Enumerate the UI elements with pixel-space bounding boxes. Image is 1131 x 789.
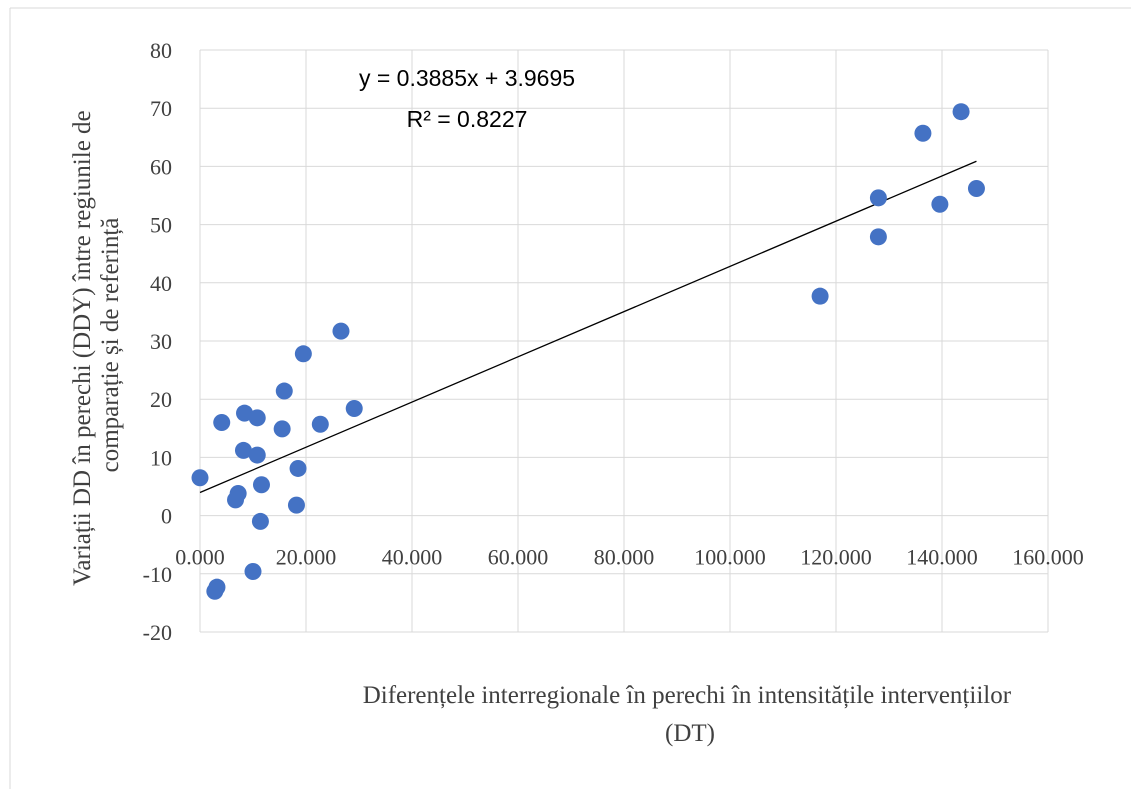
x-tick-label: 40.000 bbox=[382, 545, 443, 570]
data-point bbox=[345, 400, 363, 418]
data-point bbox=[952, 103, 970, 121]
y-tick-label: -10 bbox=[143, 562, 172, 587]
data-point bbox=[208, 578, 226, 596]
y-tick-label: 60 bbox=[150, 154, 172, 179]
y-tick-label: 80 bbox=[150, 38, 172, 63]
data-point bbox=[811, 287, 829, 305]
y-tick-label: 10 bbox=[150, 445, 172, 470]
y-tick-label: -20 bbox=[143, 620, 172, 645]
data-point bbox=[869, 228, 887, 246]
vertical-gridlines bbox=[199, 50, 1049, 632]
data-point bbox=[311, 415, 329, 433]
data-point bbox=[234, 441, 252, 459]
r-squared-label: R² = 0.8227 bbox=[407, 106, 528, 132]
data-point bbox=[294, 345, 312, 363]
x-tick-label: 80.000 bbox=[594, 545, 655, 570]
y-axis-title-line-1: Variații DD în perechi (DDY) între regiu… bbox=[69, 110, 96, 586]
y-axis-tick-labels: -20 -10 0 10 20 30 40 50 60 70 80 bbox=[143, 38, 172, 645]
trendline-equation: y = 0.3885x + 3.9695 bbox=[359, 65, 575, 91]
x-axis-tick-labels: 0.000 20.000 40.000 60.000 80.000 100.000 120.… bbox=[175, 545, 1084, 570]
x-tick-label: 100.000 bbox=[694, 545, 766, 570]
data-point bbox=[275, 382, 293, 400]
data-point bbox=[229, 484, 247, 502]
data-point bbox=[332, 322, 350, 340]
x-axis-title-line-2: (DT) bbox=[665, 720, 715, 747]
trendline bbox=[199, 160, 977, 494]
data-point bbox=[869, 189, 887, 207]
trendline-group bbox=[199, 160, 977, 494]
x-tick-label: 120.000 bbox=[800, 545, 872, 570]
data-point bbox=[252, 476, 270, 494]
data-point bbox=[191, 469, 209, 487]
chart-frame bbox=[9, 7, 1131, 789]
x-axis-title-line-1: Diferențele interregionale în perechi în… bbox=[363, 682, 1012, 709]
data-point bbox=[914, 124, 932, 142]
y-axis-title: Variații DD în perechi (DDY) între regiu… bbox=[69, 104, 124, 586]
data-point bbox=[248, 446, 266, 464]
x-tick-label: 20.000 bbox=[276, 545, 337, 570]
y-tick-label: 40 bbox=[150, 271, 172, 296]
y-tick-label: 20 bbox=[150, 387, 172, 412]
y-tick-label: 30 bbox=[150, 329, 172, 354]
data-point bbox=[931, 195, 949, 213]
data-point bbox=[244, 562, 262, 580]
data-point bbox=[967, 180, 985, 198]
data-point bbox=[289, 459, 307, 477]
data-point bbox=[213, 413, 231, 431]
data-point bbox=[248, 409, 266, 427]
x-axis-title: Diferențele interregionale în perechi în… bbox=[363, 682, 1018, 747]
x-tick-label: 140.000 bbox=[906, 545, 978, 570]
y-tick-label: 70 bbox=[150, 96, 172, 121]
data-point bbox=[273, 420, 291, 438]
data-points bbox=[191, 103, 985, 600]
y-axis-title-group: Variații DD în perechi (DDY) între regiu… bbox=[69, 104, 124, 586]
y-tick-label: 0 bbox=[161, 504, 172, 529]
x-tick-label: 60.000 bbox=[488, 545, 549, 570]
y-tick-label: 50 bbox=[150, 213, 172, 238]
data-point bbox=[251, 512, 269, 530]
data-point bbox=[287, 496, 305, 514]
x-tick-label: 160.000 bbox=[1012, 545, 1084, 570]
x-tick-label: 0.000 bbox=[175, 545, 225, 570]
y-axis-title-line-2: comparație și de referință bbox=[97, 218, 124, 473]
